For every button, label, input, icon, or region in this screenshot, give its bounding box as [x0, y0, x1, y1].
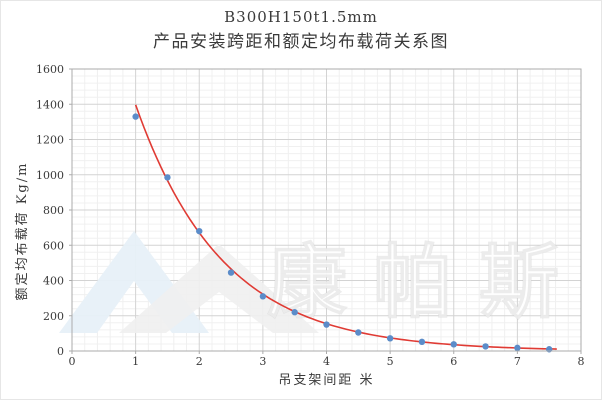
y-axis-title: 额定均布载荷 Kg/m [15, 161, 30, 301]
chart-title-model: B300H150t1.5mm [224, 8, 378, 26]
tick-labels-group: 0 1 2 3 4 5 6 7 8 0 200 400 600 800 1000 1200 1400 1600 [36, 63, 585, 368]
data-point [514, 344, 521, 352]
watermark-text: 康帕斯 [267, 238, 585, 327]
data-point [450, 341, 457, 348]
data-point [323, 321, 330, 328]
y-tick-label: 600 [43, 239, 64, 252]
y-tick-label: 1600 [36, 63, 64, 76]
data-point [164, 174, 171, 181]
watermark-logo [59, 231, 319, 333]
y-tick-label: 1200 [36, 134, 64, 147]
x-tick-label: 5 [387, 355, 394, 368]
x-tick-label: 1 [132, 355, 139, 368]
y-tick-label: 1400 [36, 98, 64, 111]
plot-border-and-ticks [69, 68, 582, 354]
data-point [291, 309, 298, 316]
x-tick-label: 3 [259, 355, 266, 368]
data-point [355, 329, 362, 336]
data-point [132, 113, 139, 120]
logo-chevron-gray [119, 244, 319, 333]
data-point [227, 269, 235, 276]
y-tick-label: 1000 [36, 169, 64, 182]
x-tick-label: 4 [323, 355, 330, 368]
x-tick-label: 8 [578, 355, 585, 368]
data-point [196, 227, 203, 235]
data-point [482, 343, 489, 350]
data-point [386, 335, 394, 342]
y-tick-label: 200 [43, 310, 64, 323]
y-tick-label: 400 [43, 275, 64, 288]
x-tick-label: 6 [450, 355, 457, 368]
x-tick-label: 7 [514, 355, 521, 368]
x-tick-label: 0 [69, 355, 76, 368]
data-points-group [132, 113, 553, 353]
y-tick-label: 800 [43, 204, 64, 217]
y-tick-label: 0 [57, 345, 64, 358]
x-tick-label: 2 [196, 355, 203, 368]
chart-title-main: 产品安装跨距和额定均布载荷关系图 [153, 32, 449, 52]
data-point [418, 338, 426, 346]
x-axis-title: 吊支架间距 米 [278, 373, 375, 388]
data-point [259, 293, 267, 300]
